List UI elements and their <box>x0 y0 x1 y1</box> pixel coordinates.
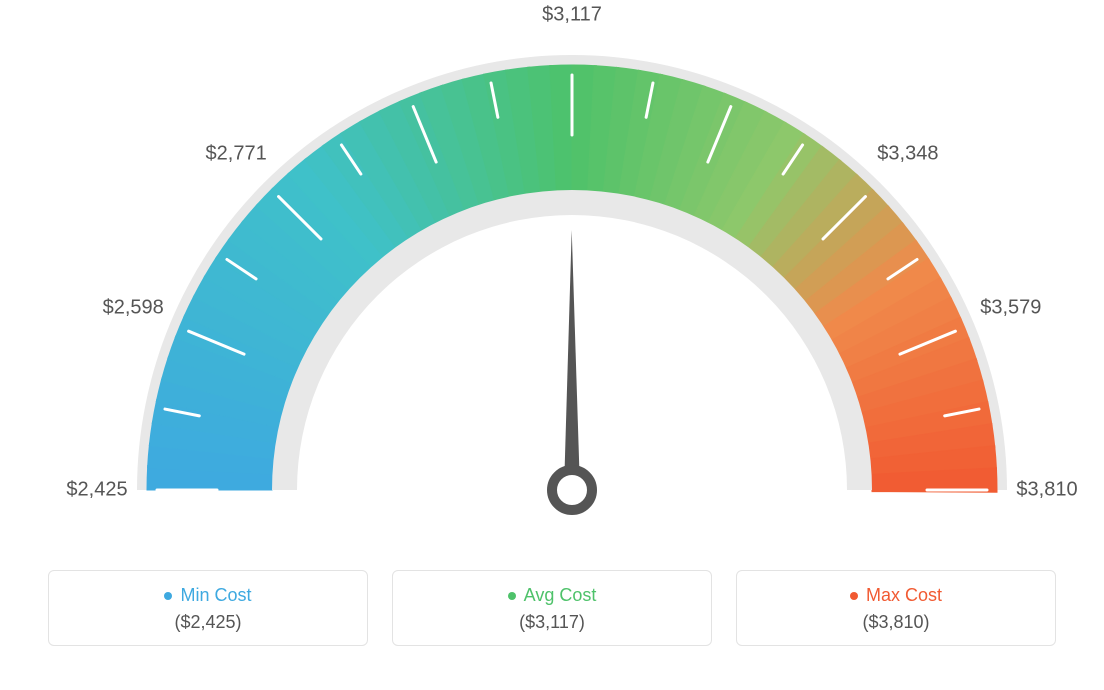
gauge-tick-label: $2,425 <box>66 479 127 502</box>
gauge-tick-label: $3,117 <box>542 4 602 27</box>
legend-value-max: ($3,810) <box>737 612 1055 633</box>
legend-title-max: Max Cost <box>850 585 942 606</box>
legend-card-min: Min Cost ($2,425) <box>48 570 368 646</box>
gauge-needle-pivot <box>552 470 592 510</box>
gauge-needle <box>564 230 580 490</box>
gauge-tick-label: $2,598 <box>103 297 164 320</box>
cost-gauge-chart: $2,425 $2,598 $2,771 $3,117 $3,348 $3,579 $3,8… <box>0 0 1104 690</box>
gauge-tick-label: $3,579 <box>980 297 1041 320</box>
legend-title-min: Min Cost <box>164 585 251 606</box>
legend-title-text-min: Min Cost <box>180 585 251 606</box>
legend-row: Min Cost ($2,425) Avg Cost ($3,117) Max … <box>20 570 1084 646</box>
legend-dot-max <box>850 592 858 600</box>
legend-card-max: Max Cost ($3,810) <box>736 570 1056 646</box>
legend-dot-avg <box>508 592 516 600</box>
legend-value-min: ($2,425) <box>49 612 367 633</box>
legend-title-text-avg: Avg Cost <box>524 585 597 606</box>
gauge-area: $2,425$2,598$2,771$3,117$3,348$3,579$3,8… <box>20 20 1084 560</box>
legend-title-text-max: Max Cost <box>866 585 942 606</box>
legend-card-avg: Avg Cost ($3,117) <box>392 570 712 646</box>
legend-dot-min <box>164 592 172 600</box>
gauge-svg <box>20 20 1104 560</box>
gauge-tick-label: $2,771 <box>206 143 267 166</box>
legend-title-avg: Avg Cost <box>508 585 597 606</box>
gauge-tick-label: $3,348 <box>877 143 938 166</box>
legend-value-avg: ($3,117) <box>393 612 711 633</box>
gauge-tick-label: $3,810 <box>1016 479 1077 502</box>
